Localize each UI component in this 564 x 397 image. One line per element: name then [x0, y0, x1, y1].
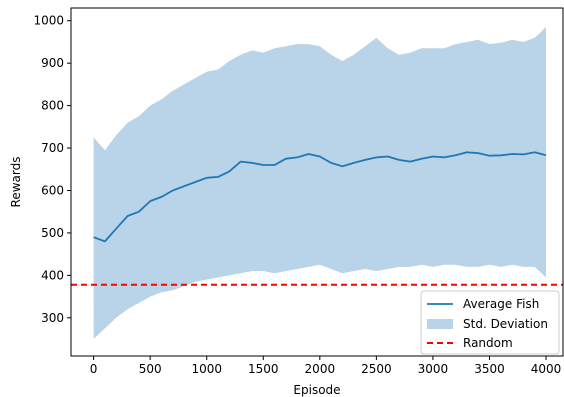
y-tick-label: 300	[41, 311, 64, 325]
legend-swatch-std-deviation	[427, 319, 453, 329]
x-tick-label: 2000	[305, 362, 336, 376]
y-tick-label: 800	[41, 99, 64, 113]
y-tick-label: 500	[41, 226, 64, 240]
y-tick-label: 900	[41, 56, 64, 70]
x-tick-label: 1500	[248, 362, 279, 376]
x-tick-label: 0	[90, 362, 98, 376]
legend-box	[420, 290, 560, 355]
y-axis-label: Rewards	[9, 157, 23, 208]
axes-frame	[70, 7, 564, 357]
x-tick-label: 3500	[474, 362, 505, 376]
legend-label-average-fish: Average Fish	[463, 297, 539, 311]
x-tick-label: 3000	[418, 362, 449, 376]
x-tick-label: 500	[139, 362, 162, 376]
legend-label-random: Random	[463, 336, 513, 350]
y-tick-label: 400	[41, 268, 64, 282]
legend: Average Fish Std. Deviation Random	[420, 290, 560, 355]
y-axis-ticks: 300 400 500 600 700 800 900 1000	[33, 14, 71, 325]
y-tick-label: 1000	[33, 14, 64, 28]
average-fish-line	[93, 151, 547, 243]
legend-label-std-deviation: Std. Deviation	[463, 317, 548, 331]
x-tick-label: 1000	[191, 362, 222, 376]
y-tick-label: 700	[41, 141, 64, 155]
x-tick-label: 2500	[361, 362, 392, 376]
plot-area	[71, 27, 563, 339]
x-axis-ticks: 0 500 1000 1500 2000 2500 3000 3500 4000	[90, 356, 562, 376]
x-tick-label: 4000	[531, 362, 562, 376]
y-tick-label: 600	[41, 183, 64, 197]
std-deviation-band	[93, 27, 546, 339]
x-axis-label: Episode	[293, 383, 340, 397]
